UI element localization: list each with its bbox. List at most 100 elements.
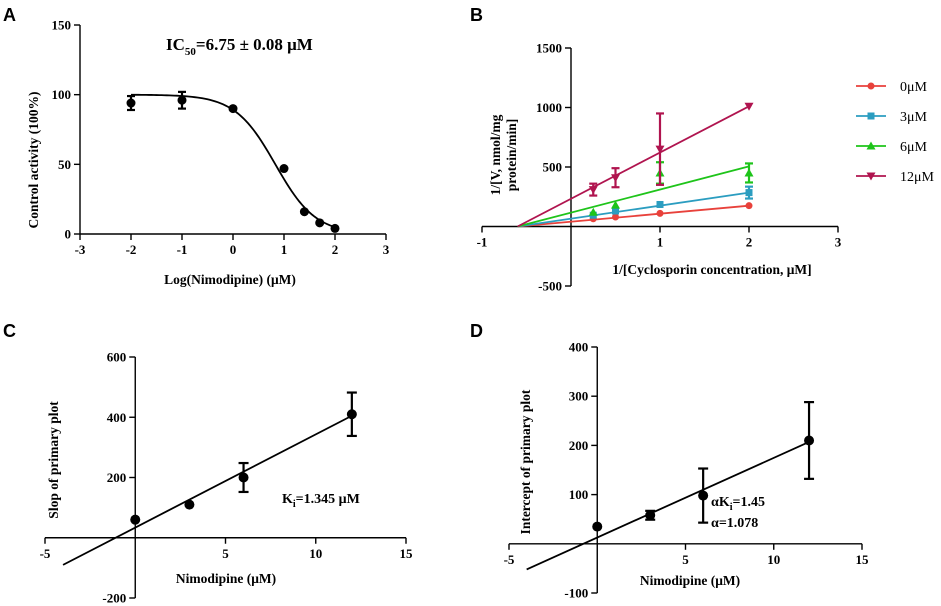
chart-d-point [804,435,815,446]
chart-d-y-tick-label: 200 [569,438,589,453]
chart-c-x-tick-label: -5 [40,546,51,561]
chart-c-y-tick-label: 400 [107,410,127,425]
chart-a-point [315,218,325,228]
chart-c-point [130,514,141,525]
chart-a-xlabel: Log(Nimodipine) (μM) [164,272,296,287]
chart-c-ki-annotation: Ki=1.345 μM [282,492,360,510]
chart-c-y-tick-label: 600 [107,350,127,365]
chart-b-point [744,102,754,111]
chart-d-x-tick-label: 5 [682,552,689,567]
chart-a-y-tick-label: 0 [65,227,72,242]
chart-b-x-tick-label: 2 [746,235,753,250]
panel-letter-c: C [3,321,16,341]
chart-d-point [698,490,709,501]
chart-b-y-tick-label: 1500 [536,41,562,56]
chart-c-y-tick-label: -200 [102,591,126,606]
chart-b-y-tick-label: 1000 [536,100,562,115]
chart-d-y-tick-label: 300 [569,389,589,404]
chart-b-point [656,209,664,217]
chart-b-series-line [517,204,750,228]
chart-panel-a: -3 -2 -1 0 1 2 3 0 50 100 150 Log(Nimodipine) (μM)… [26,18,390,288]
chart-a-x-tick-label: -1 [177,242,188,257]
legend-label: 6μM [900,140,928,155]
chart-a-y-tick-label: 150 [52,18,72,33]
chart-d-xlabel: Nimodipine (μM) [640,573,740,588]
chart-d-aki-annotation: αKi=1.45 [711,495,765,513]
chart-a-ic50-annotation: IC50=6.75 ± 0.08 μM [166,35,313,58]
chart-b-x-tick-label: 1 [657,235,664,250]
chart-d-point [592,521,603,532]
legend-label: 3μM [900,110,928,125]
panel-letter-d: D [470,321,483,341]
chart-d-y-tick-label: -100 [564,586,588,601]
chart-b-x-tick-label: 3 [835,235,842,250]
chart-b-point [745,202,753,210]
chart-b-point [655,145,665,154]
chart-c-x-tick-label: 5 [222,546,229,561]
chart-b-series-line [517,105,750,228]
chart-a-marks: -3 -2 -1 0 1 2 3 0 50 100 150 [52,18,390,258]
panel-letter-b: B [470,5,483,25]
panel-letter-a: A [3,5,16,25]
chart-d-marks: -5 5 10 15 -100 100 200 300 400 [504,340,869,601]
chart-b-point [588,207,598,216]
chart-a-x-tick-label: 2 [332,242,339,257]
chart-a-point [126,98,136,108]
chart-b-point [588,186,598,195]
chart-b-legend-point [867,82,875,90]
chart-d-ylabel: Intercept of primary plot [518,389,533,534]
chart-a-point [279,164,289,174]
chart-a-x-tick-label: 0 [230,242,237,257]
chart-b-point [612,207,619,215]
chart-a-x-tick-label: 3 [383,242,390,257]
chart-a-point [330,223,340,233]
chart-a-x-tick-label: -2 [126,242,137,257]
chart-b-ylabel-line1: 1/[V, nmol/mg [488,114,503,195]
chart-b-marks: -1 1 2 3 -500 500 1000 1500 [477,41,842,294]
chart-d-point [645,510,656,521]
chart-d-y-tick-label: 100 [569,487,589,502]
legend-label: 12μM [900,170,935,185]
chart-c-fit-line [62,414,353,566]
chart-b-legend-point [867,112,875,120]
chart-c-point [346,409,357,420]
chart-b-y-tick-label: -500 [538,279,562,294]
chart-b-y-tick-label: 500 [543,160,563,175]
legend-label: 0μM [900,80,928,95]
chart-b-x-tick-label: -1 [477,235,488,250]
chart-b-series-line [517,191,750,228]
chart-d-alpha-annotation: α=1.078 [711,516,758,531]
chart-a-point [228,104,238,114]
chart-c-y-tick-label: 200 [107,470,127,485]
chart-a-point [177,95,187,105]
chart-d-y-tick-label: 400 [569,340,589,355]
chart-a-point [299,207,309,217]
chart-a-x-tick-label: 1 [281,242,288,257]
chart-a-x-tick-label: -3 [75,242,86,257]
chart-b-legend: 0μM 3μM 6μM 12μM [856,80,935,185]
chart-panel-c: -5 5 10 15 -200 200 400 600 Nimodipine (μM) Slo… [40,350,413,606]
chart-b-point [656,200,664,208]
chart-panel-b: -1 1 2 3 -500 500 1000 1500 1/[Cyclosporin conc… [477,41,935,294]
chart-b-point [611,174,620,183]
chart-d-fit-line [526,441,810,571]
chart-c-ylabel: Slop of primary plot [46,401,61,519]
chart-b-point [612,213,619,221]
chart-b-legend-point [866,141,876,150]
chart-a-ylabel: Control activity (100%) [26,92,41,229]
chart-c-xlabel: Nimodipine (μM) [176,571,276,586]
chart-a-y-tick-label: 100 [52,87,72,102]
chart-c-marks: -5 5 10 15 -200 200 400 600 [40,350,413,606]
chart-c-point [238,472,249,483]
chart-b-point [744,168,754,177]
chart-c-point [184,499,195,510]
chart-b-ylabel-line2: protein/min] [504,119,519,192]
chart-b-series-line [517,165,750,228]
chart-b-legend-point [866,172,876,181]
chart-a-y-tick-label: 50 [58,157,71,172]
chart-b-xlabel: 1/[Cyclosporin concentration, μM] [612,262,811,277]
chart-b-point [611,200,620,209]
chart-b-point [745,189,753,197]
